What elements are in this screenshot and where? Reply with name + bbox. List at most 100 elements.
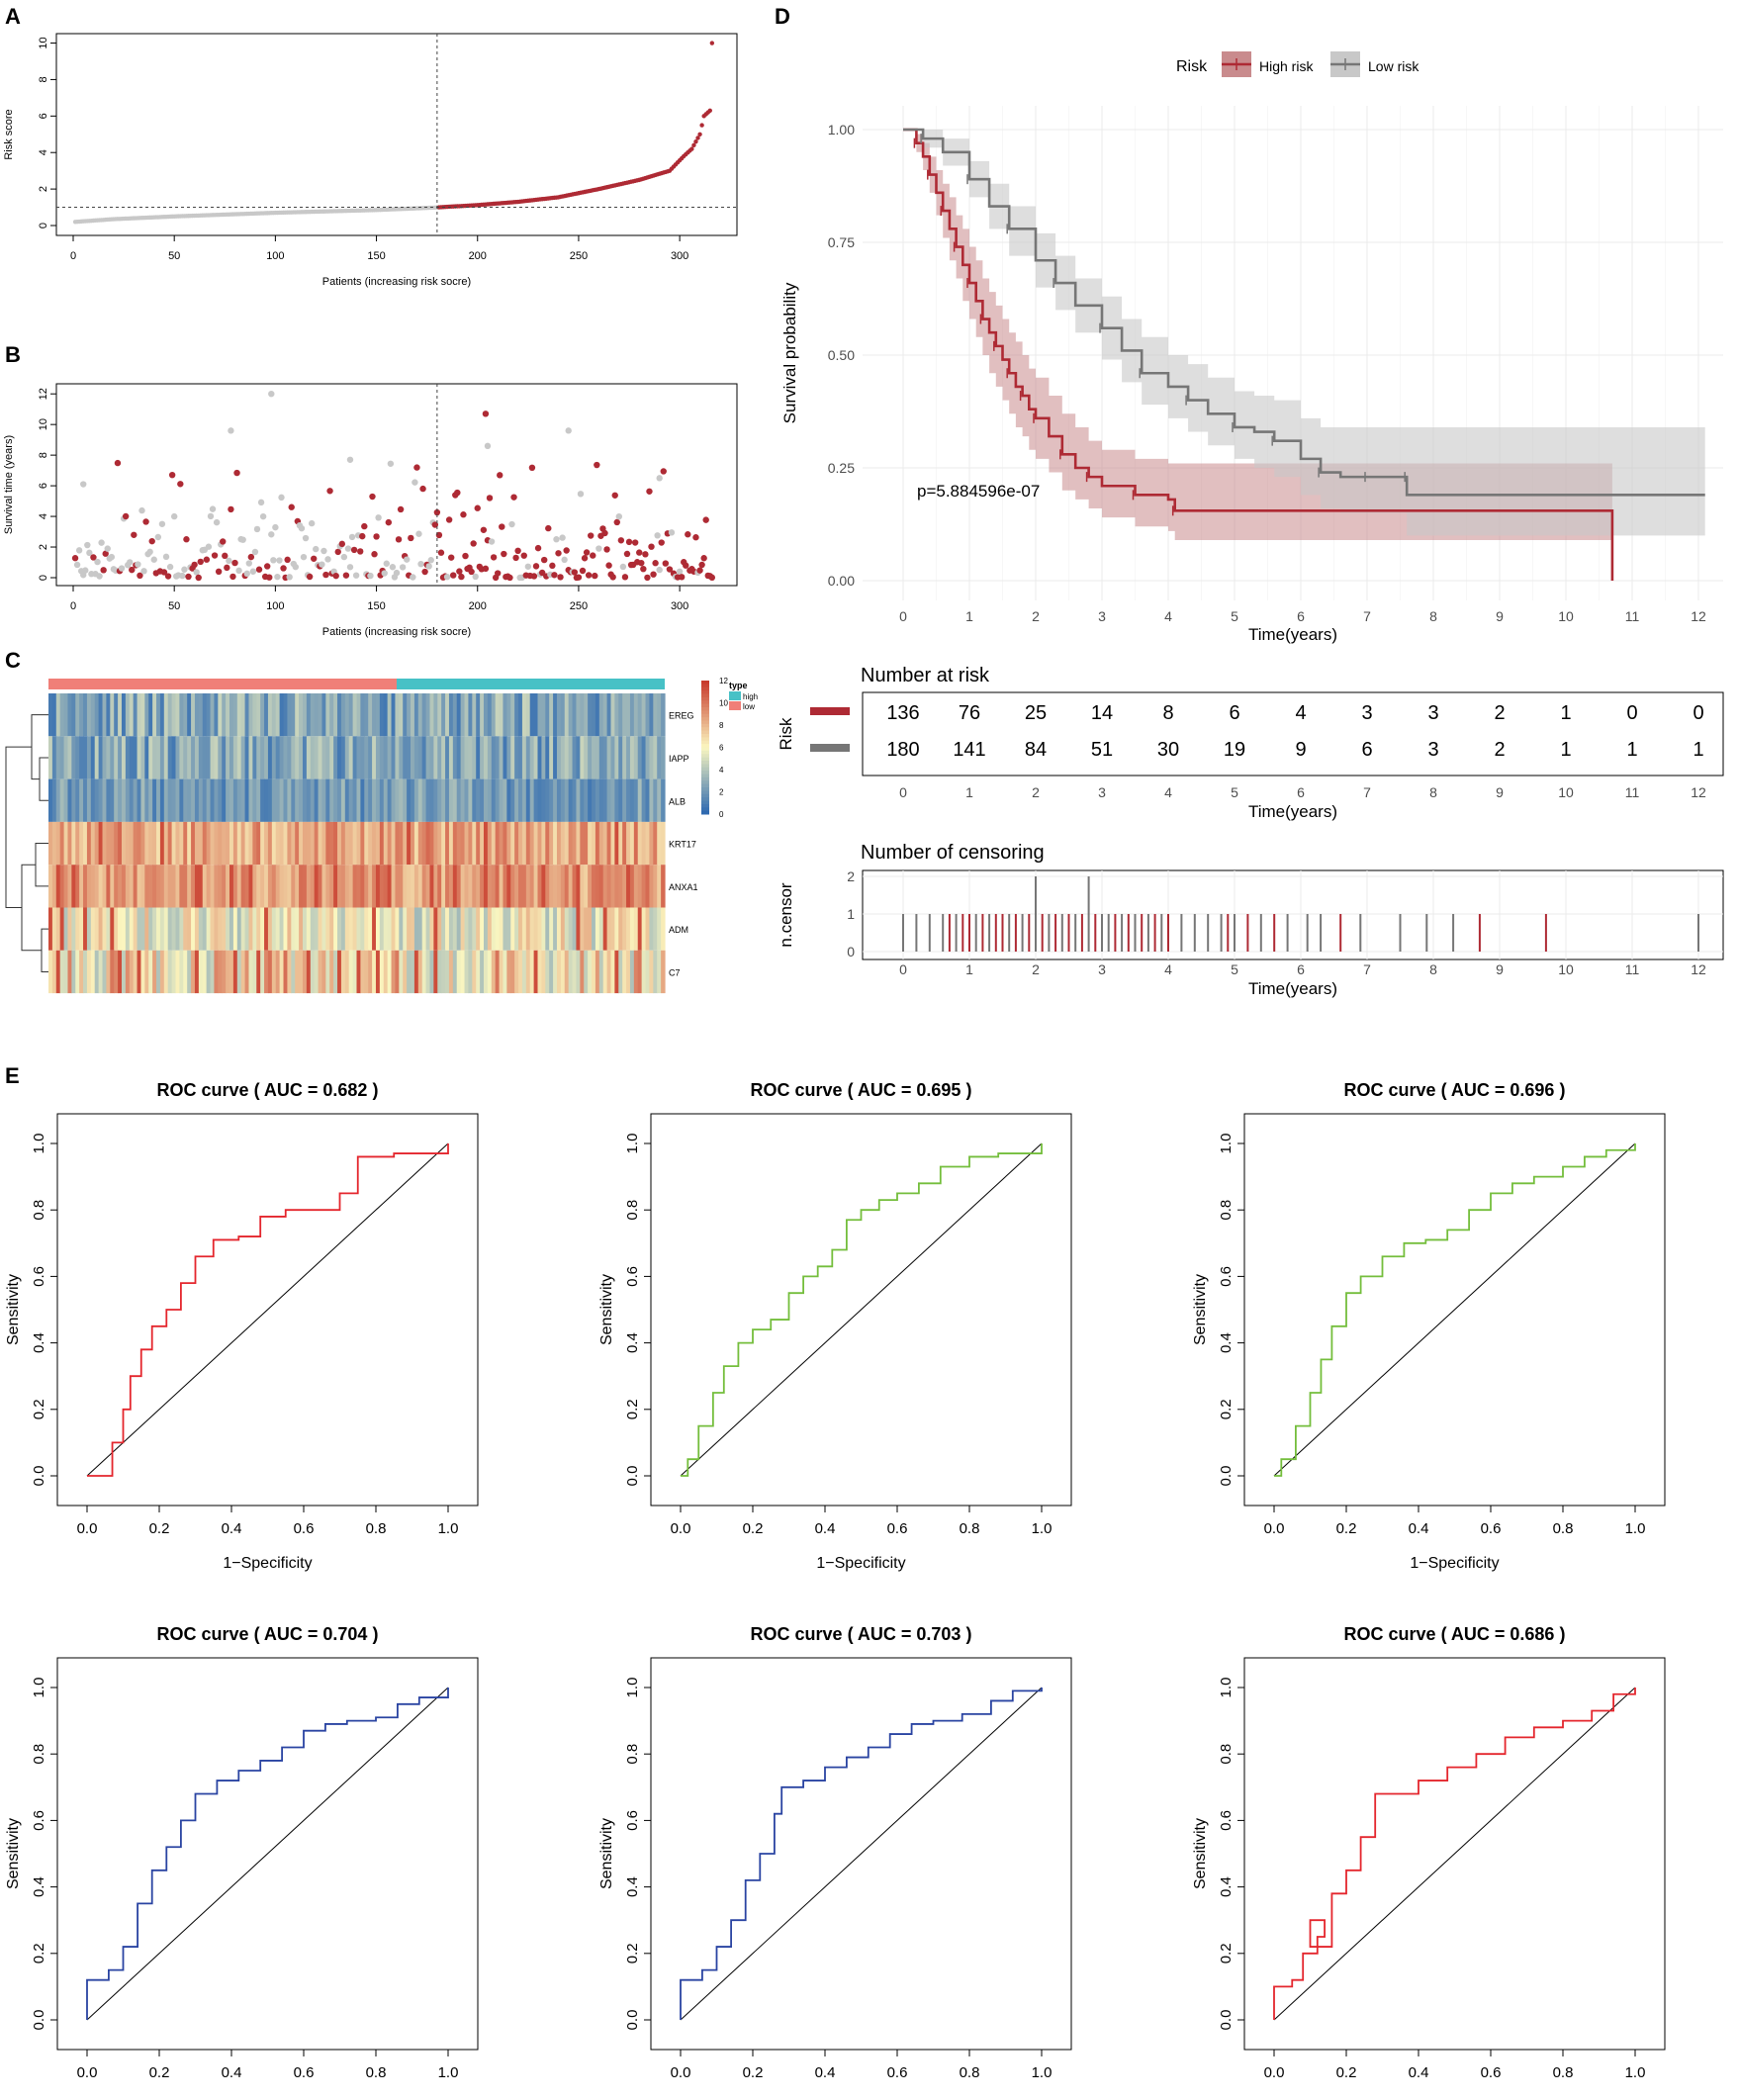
x-tick-label: 250 — [570, 250, 588, 262]
heatmap-cell — [337, 950, 342, 994]
heatmap-cell — [387, 736, 393, 779]
heatmap-cell — [194, 865, 200, 908]
dead-point — [609, 574, 616, 581]
heatmap-cell — [592, 693, 596, 737]
heatmap-cell — [198, 865, 204, 908]
y-tick-label: 10 — [38, 418, 49, 430]
heatmap-cell — [364, 950, 369, 994]
heatmap-cell — [629, 950, 635, 994]
alive-point — [274, 573, 281, 581]
heatmap-cell — [545, 778, 550, 822]
heatmap-cell — [476, 865, 481, 908]
x-tick-label: 1.0 — [1625, 2064, 1646, 2081]
heatmap-cell — [375, 907, 381, 951]
x-tick-label: 10 — [1558, 608, 1574, 624]
heatmap-cell — [641, 693, 647, 737]
heatmap-cell — [448, 907, 454, 951]
dead-point — [692, 534, 699, 541]
dead-point — [185, 573, 192, 581]
heatmap-cell — [187, 778, 192, 822]
heatmap-cell — [252, 821, 257, 866]
y-tick-label: 0.4 — [624, 1876, 641, 1897]
heatmap-cell — [198, 950, 204, 994]
heatmap-cell — [329, 736, 334, 779]
heatmap-cell — [267, 865, 273, 908]
heatmap-cell — [588, 865, 593, 908]
heatmap-cell — [487, 736, 493, 779]
heatmap-cell — [452, 907, 458, 951]
heatmap-cell — [214, 907, 219, 951]
heatmap-cell — [602, 865, 608, 908]
heatmap-cell — [572, 950, 578, 994]
risk-count: 1 — [1560, 702, 1571, 724]
dead-point — [594, 461, 600, 469]
alive-point — [553, 536, 560, 543]
heatmap-cell — [333, 778, 338, 822]
heatmap-cell — [564, 950, 570, 994]
heatmap-cell — [375, 865, 381, 908]
heatmap-cell — [614, 865, 619, 908]
heatmap-cell — [564, 907, 570, 951]
y-tick-label: 8 — [38, 76, 49, 82]
heatmap-cell — [344, 736, 350, 779]
alive-point — [146, 548, 153, 556]
x-tick-label: 1.0 — [1032, 1520, 1053, 1537]
alive-point — [170, 512, 178, 520]
heatmap-cell — [159, 693, 165, 737]
heatmap-cell — [191, 907, 196, 951]
heatmap-cell — [340, 736, 346, 779]
heatmap-cell — [425, 778, 431, 822]
colorbar-segment — [701, 747, 709, 752]
heatmap-cell — [337, 907, 342, 951]
heatmap-cell — [429, 950, 434, 994]
heatmap-cell — [167, 821, 173, 866]
heatmap-cell — [399, 736, 404, 779]
heatmap-cell — [472, 907, 477, 951]
heatmap-cell — [360, 865, 365, 908]
heatmap-cell — [525, 821, 531, 866]
heatmap-cell — [372, 907, 377, 951]
heatmap-cell — [229, 693, 234, 737]
colorbar-segment — [701, 740, 709, 745]
heatmap-cell — [63, 693, 69, 737]
heatmap-cell — [226, 778, 230, 822]
heatmap-cell — [264, 736, 269, 779]
colorbar-segment — [701, 793, 709, 798]
heatmap-cell — [226, 865, 230, 908]
heatmap-cell — [226, 821, 230, 866]
heatmap-cell — [295, 865, 300, 908]
heatmap-cell — [514, 950, 519, 994]
heatmap-cell — [610, 736, 615, 779]
heatmap-cell — [144, 950, 149, 994]
heatmap-cell — [226, 907, 230, 951]
heatmap-cell — [63, 778, 69, 822]
heatmap-cell — [194, 821, 200, 866]
heatmap-cell — [576, 778, 581, 822]
heatmap-cell — [545, 821, 550, 866]
heatmap-cell — [421, 778, 427, 822]
heatmap-cell — [267, 778, 273, 822]
heatmap-cell — [514, 693, 519, 737]
heatmap-cell — [518, 821, 523, 866]
heatmap-cell — [48, 865, 53, 908]
heatmap-cell — [460, 693, 466, 737]
heatmap-cell — [264, 778, 269, 822]
dead-point — [413, 464, 420, 471]
heatmap-cell — [533, 778, 539, 822]
heatmap-cell — [191, 693, 196, 737]
heatmap-cell — [368, 693, 373, 737]
heatmap-cell — [606, 907, 612, 951]
x-tick-label: 200 — [469, 600, 487, 612]
heatmap-cell — [271, 778, 277, 822]
legend-label-low: low — [743, 702, 755, 711]
outlier-point — [484, 442, 492, 450]
heatmap-cell — [649, 778, 654, 822]
dead-point — [445, 516, 453, 523]
heatmap-cell — [375, 950, 381, 994]
heatmap-cell — [464, 907, 470, 951]
heatmap-cell — [232, 950, 238, 994]
roc-xlabel: 1−Specificity — [1410, 1555, 1499, 1572]
heatmap-cell — [206, 950, 212, 994]
heatmap-cell — [118, 907, 123, 951]
heatmap-cell — [137, 736, 142, 779]
